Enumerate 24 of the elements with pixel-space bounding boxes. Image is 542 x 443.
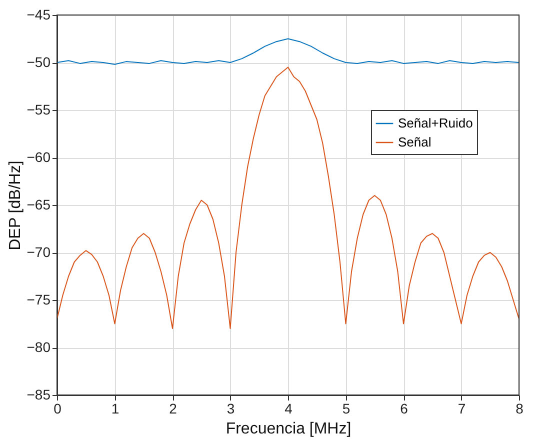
- x-axis-title: Frecuencia [MHz]: [226, 420, 352, 438]
- line-series: [56, 66, 520, 329]
- x-tick-label: 0: [54, 400, 62, 416]
- x-tick-label: 4: [284, 400, 293, 416]
- y-tick-label: −60: [26, 149, 51, 165]
- x-tick-label: 6: [400, 400, 408, 416]
- x-tick-label: 2: [169, 400, 178, 416]
- x-tick-label: 3: [226, 400, 235, 416]
- x-tick-label: 8: [516, 400, 524, 416]
- y-tick-label: −85: [26, 386, 51, 402]
- legend-label: Señal: [398, 134, 432, 150]
- x-tick-label: 5: [342, 400, 350, 416]
- y-tick-label: −70: [26, 244, 51, 260]
- legend-label: Señal+Ruido: [398, 116, 473, 130]
- y-tick-label: −50: [26, 54, 51, 70]
- y-tick-label: −45: [26, 6, 51, 22]
- y-tick-label: −75: [26, 292, 51, 308]
- y-tick-label: −65: [26, 196, 51, 212]
- y-tick-label: −80: [26, 339, 51, 355]
- line-series: [56, 38, 520, 65]
- x-tick-label: 1: [111, 400, 120, 416]
- y-tick-label: −55: [26, 102, 51, 118]
- x-tick-label: 7: [458, 400, 466, 416]
- y-axis-title: DEP [dB/Hz]: [6, 160, 24, 250]
